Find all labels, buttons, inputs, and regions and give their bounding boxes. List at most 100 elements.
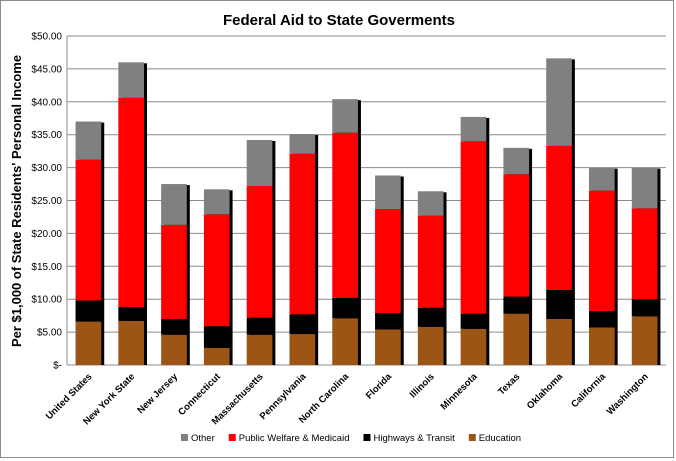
- x-tick-label: Florida: [364, 371, 395, 402]
- bar-segment: [588, 190, 615, 312]
- y-tick-label: $10.00: [31, 295, 62, 306]
- x-tick-label: Illinois: [408, 371, 437, 400]
- bar-segment: [375, 175, 401, 210]
- x-tick-label: Minnesota: [439, 371, 481, 413]
- bar-segment: [203, 189, 230, 215]
- bar-segment: [460, 116, 487, 142]
- bar-segment: [503, 147, 530, 175]
- bar-segment: [375, 329, 401, 365]
- bar-segment: [289, 314, 316, 335]
- bar-segment: [289, 134, 316, 154]
- bar-stack: [75, 121, 105, 365]
- bar-segment: [375, 209, 401, 314]
- legend-label: Other: [191, 433, 215, 444]
- y-tick-label: $40.00: [31, 97, 62, 108]
- bar-stack: [332, 99, 361, 365]
- bar-segment: [546, 145, 572, 290]
- bar-segment: [203, 326, 230, 348]
- bar-segment: [161, 184, 187, 225]
- y-tick-label: $30.00: [31, 163, 62, 174]
- bar-segment: [75, 121, 102, 160]
- bar-segment: [332, 99, 358, 133]
- y-tick-label: $20.00: [31, 229, 62, 240]
- bar-stack: [246, 139, 276, 365]
- bars: [75, 58, 661, 366]
- bar-segment: [631, 208, 658, 300]
- bar-segment: [246, 334, 273, 365]
- bar-segment: [546, 318, 572, 365]
- bar-segment: [118, 307, 145, 321]
- bar-segment: [246, 317, 273, 335]
- legend: Other Public Welfare & Medicaid Highways &…: [181, 433, 521, 444]
- bar-stack: [417, 191, 447, 365]
- gridlines: [66, 35, 666, 366]
- chart-title: Federal Aid to State Goverments: [223, 12, 455, 29]
- bar-segment: [75, 300, 102, 322]
- bar-stack: [118, 62, 148, 365]
- legend-swatch: [228, 434, 236, 441]
- x-tick-label: California: [569, 371, 608, 410]
- bar-segment: [503, 174, 530, 297]
- bar-segment: [417, 191, 444, 216]
- x-tick-label: Texas: [496, 371, 522, 397]
- bar-segment: [631, 167, 658, 209]
- bar-segment: [332, 132, 358, 298]
- legend-swatch: [363, 434, 371, 441]
- y-tick-label: $5.00: [37, 328, 62, 339]
- bar-segment: [503, 296, 530, 314]
- bar-stack: [203, 189, 233, 365]
- bar-segment: [546, 289, 572, 319]
- bar-segment: [417, 326, 444, 365]
- legend-label: Education: [479, 433, 521, 444]
- bar-stack: [161, 184, 190, 365]
- legend-label: Highways & Transit: [373, 433, 455, 444]
- bar-segment: [631, 316, 658, 365]
- bar-segment: [460, 313, 487, 329]
- bar-segment: [118, 97, 145, 308]
- bar-stack: [503, 147, 533, 365]
- x-tick-label: Washington: [605, 371, 651, 417]
- bar-stack: [375, 175, 404, 365]
- bar-stack: [588, 167, 618, 365]
- bar-segment: [289, 153, 316, 315]
- legend-label: Public Welfare & Medicaid: [239, 433, 350, 444]
- bar-segment: [118, 62, 145, 98]
- bar-segment: [631, 299, 658, 317]
- bar-segment: [417, 307, 444, 327]
- bar-stack: [546, 58, 575, 365]
- bar-segment: [246, 186, 273, 318]
- bar-segment: [588, 327, 615, 365]
- legend-swatch: [468, 434, 476, 441]
- bar-stack: [631, 167, 661, 365]
- y-axis-ticks: $- $5.00 $10.00 $15.00 $20.00 $25.00 $30.00 $35…: [31, 32, 62, 372]
- bar-segment: [588, 167, 615, 191]
- y-tick-label: $25.00: [31, 196, 62, 207]
- bar-segment: [161, 318, 187, 335]
- y-tick-label: $-: [53, 361, 62, 372]
- y-tick-label: $15.00: [31, 262, 62, 273]
- bar-segment: [75, 321, 102, 365]
- y-tick-label: $50.00: [31, 32, 62, 43]
- bar-segment: [246, 139, 273, 187]
- bar-stack: [289, 134, 319, 365]
- y-axis-label: Per $1,000 of State Residents' Personal …: [9, 55, 24, 347]
- x-tick-label: Connecticut: [176, 371, 223, 418]
- bar-segment: [203, 347, 230, 365]
- bar-segment: [460, 141, 487, 314]
- bar-segment: [289, 334, 316, 365]
- bar-segment: [503, 313, 530, 365]
- bar-segment: [417, 215, 444, 308]
- bar-stack: [460, 116, 490, 366]
- bar-segment: [203, 214, 230, 327]
- y-tick-label: $45.00: [31, 64, 62, 75]
- bar-segment: [161, 334, 187, 365]
- legend-swatch: [181, 434, 188, 441]
- x-tick-label: Oklahoma: [525, 371, 566, 412]
- bar-segment: [332, 297, 358, 319]
- bar-segment: [332, 318, 358, 365]
- bar-segment: [588, 311, 615, 328]
- bar-segment: [118, 320, 145, 365]
- y-tick-label: $35.00: [31, 130, 62, 141]
